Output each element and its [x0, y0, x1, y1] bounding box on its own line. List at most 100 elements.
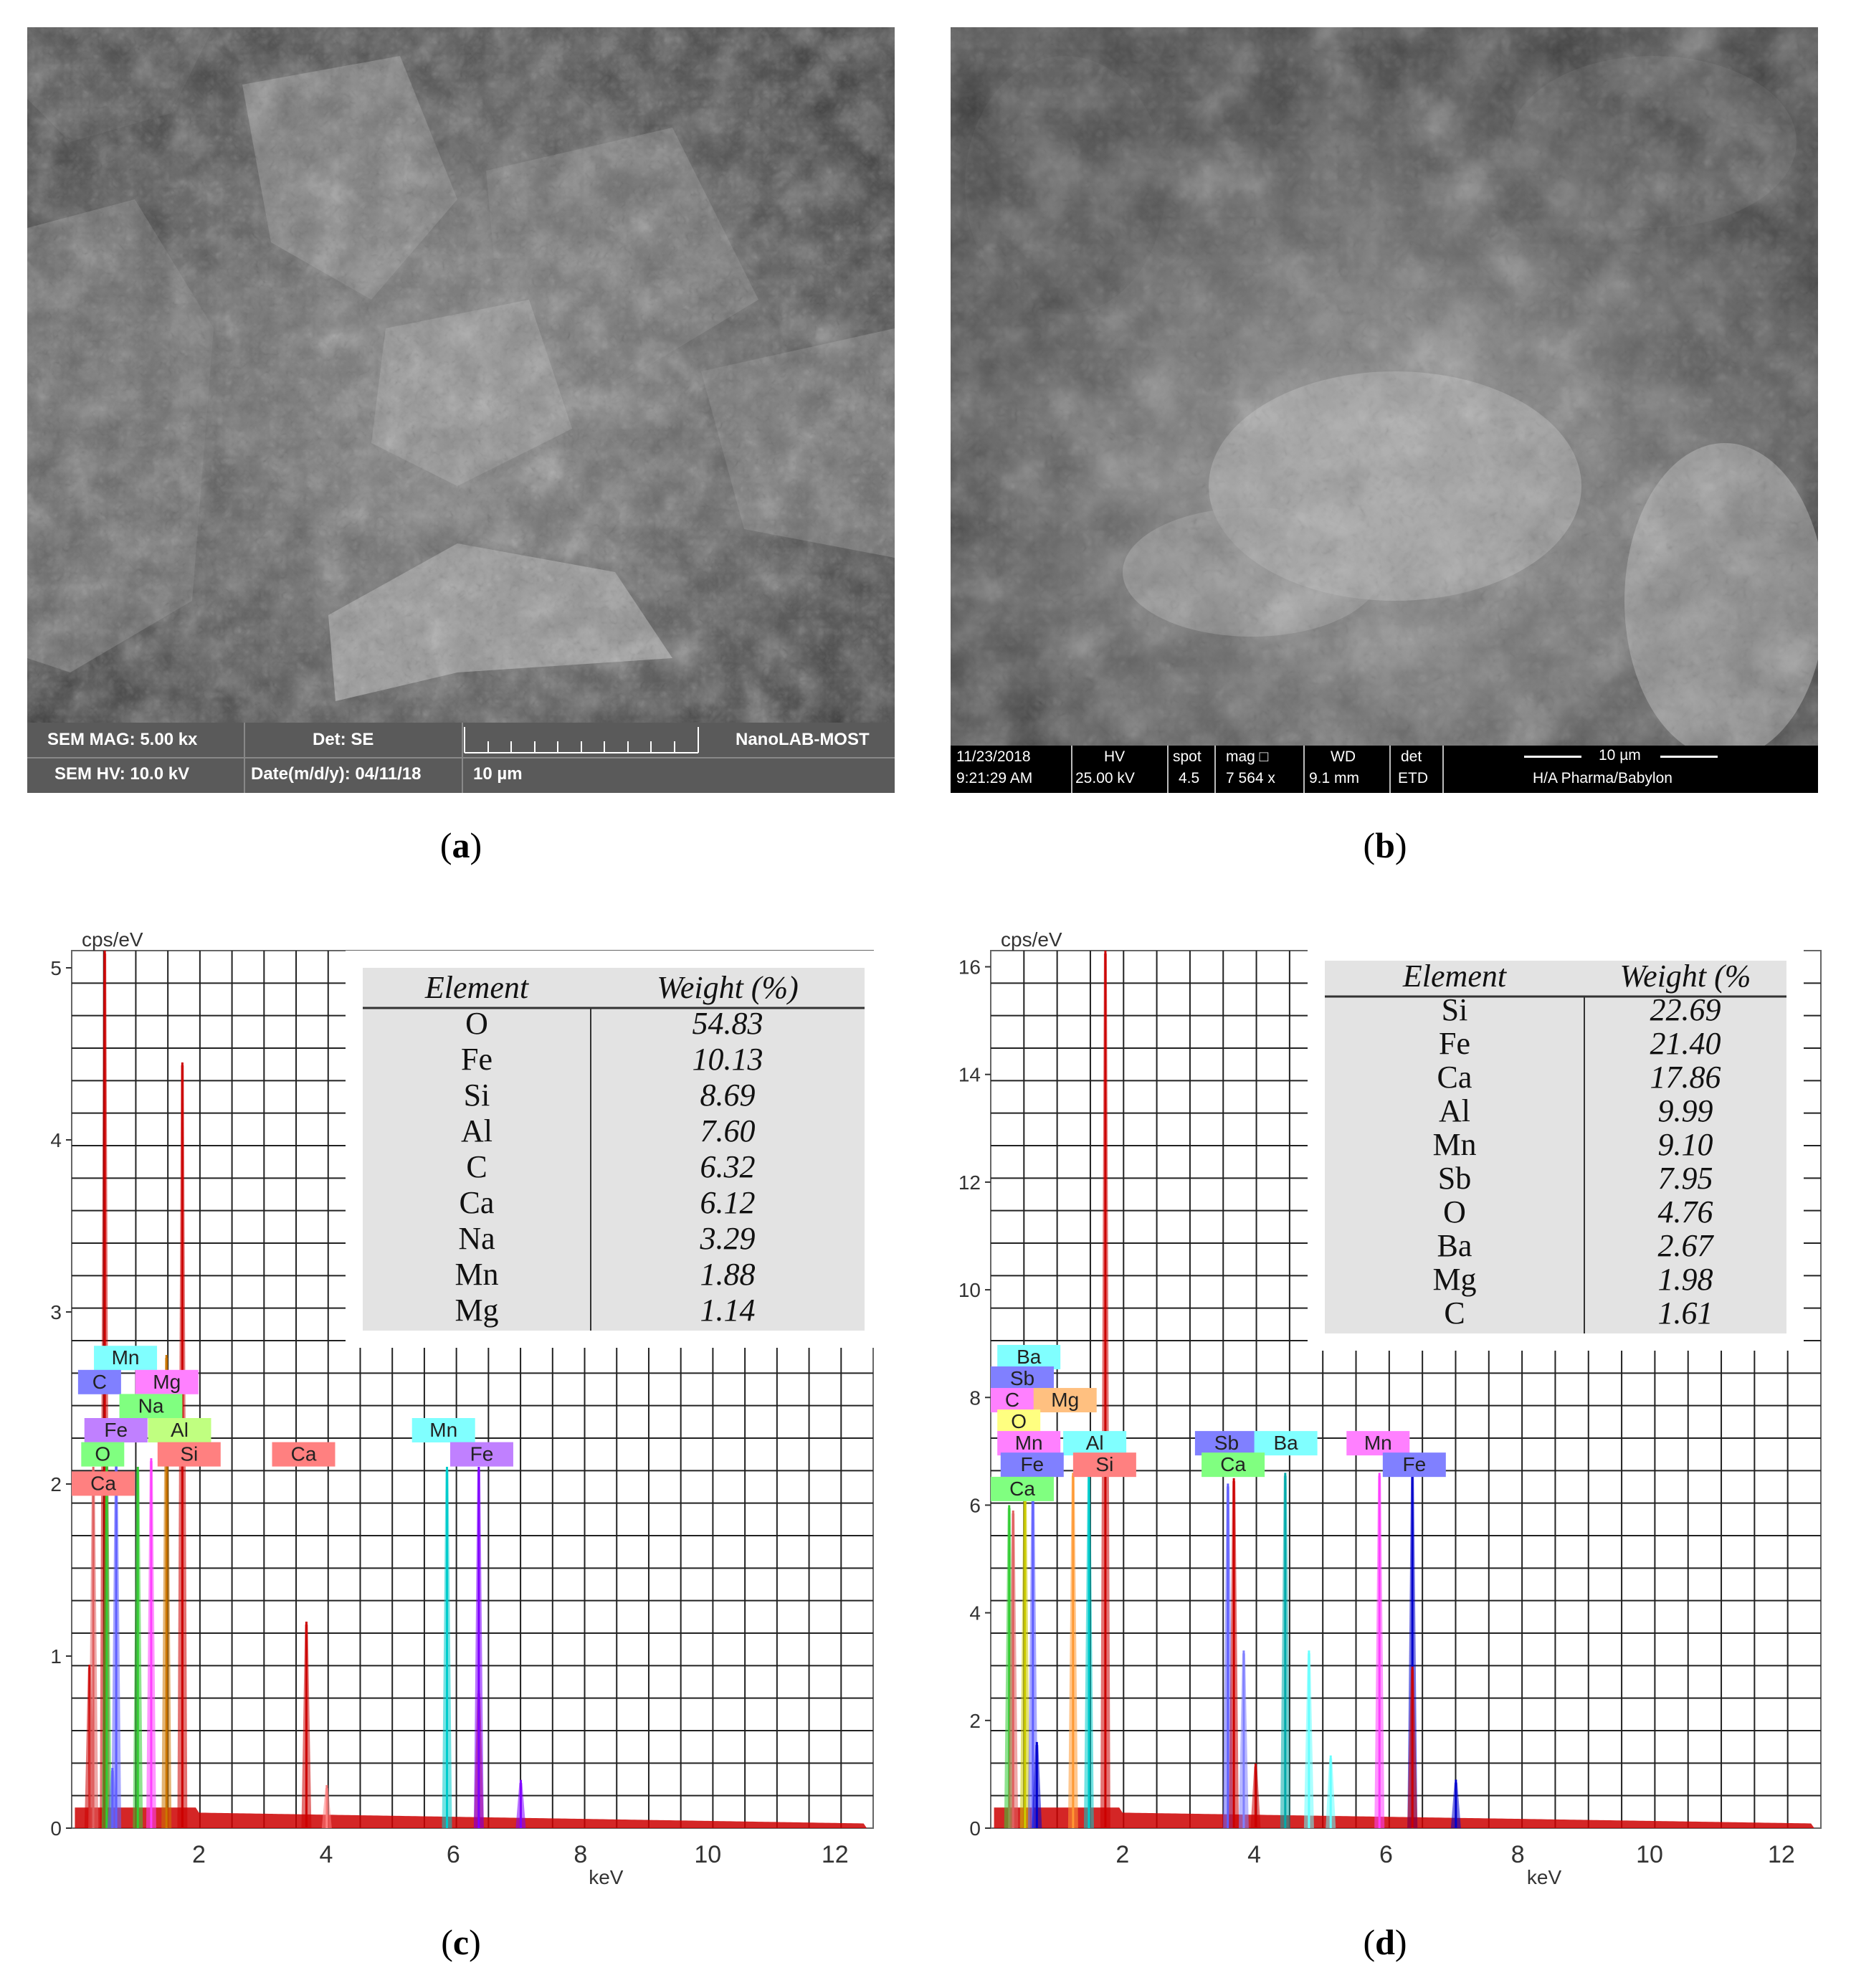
spectrum-continuum	[75, 1807, 867, 1828]
x-tick-label: 4	[1247, 1841, 1261, 1868]
sem-detector-label: Det: SE	[313, 730, 374, 749]
table-cell-weight: 1.88	[700, 1257, 756, 1292]
element-tag-bg	[991, 1388, 1034, 1413]
y-tick-label: 4	[50, 1129, 62, 1151]
sem-image-a: SEM MAG: 5.00 kx Det: SE NanoLAB-MOST SE…	[27, 27, 895, 793]
sem-wd-value: 9.1 mm	[1309, 770, 1360, 786]
element-tag: Mn	[411, 1418, 475, 1442]
table-cell-element: O	[465, 1006, 488, 1041]
element-tag: Ca	[72, 1471, 135, 1496]
sem-mag-label: SEM MAG: 5.00 kx	[47, 730, 198, 749]
table-cell-weight: 4.76	[1658, 1194, 1713, 1230]
element-tag-bg	[94, 1346, 158, 1371]
element-tag-label: Ca	[1220, 1453, 1246, 1475]
y-axis-label: cps/eV	[1001, 928, 1062, 951]
element-tag-label: Fe	[1402, 1453, 1426, 1475]
element-tag-label: Fe	[1020, 1453, 1044, 1475]
table-cell-weight: 1.61	[1658, 1295, 1713, 1331]
element-tag-bg	[135, 1369, 199, 1394]
element-tag-label: Mn	[1015, 1432, 1043, 1454]
sem-date: 11/23/2018	[956, 748, 1031, 765]
spectrum-continuum	[994, 1807, 1814, 1828]
sem-date-label: Date(m/d/y): 04/11/18	[251, 764, 422, 784]
element-tag-label: Ba	[1017, 1346, 1042, 1368]
element-tag-label: Na	[138, 1394, 164, 1417]
x-tick-label: 12	[822, 1841, 849, 1868]
sem-spot-label: spot	[1173, 748, 1202, 765]
element-tag-bg	[77, 1369, 121, 1394]
element-tag: C	[991, 1388, 1034, 1413]
element-tag-bg	[1000, 1452, 1064, 1478]
element-tag-bg	[449, 1442, 513, 1467]
table-cell-weight: 6.12	[700, 1185, 756, 1220]
y-tick-label: 8	[969, 1387, 981, 1409]
scale-bar-b-right	[1660, 756, 1718, 758]
element-tag: Sb	[1194, 1431, 1258, 1456]
element-tag: Al	[148, 1418, 211, 1442]
element-tag: O	[81, 1442, 125, 1467]
element-tag: Ca	[991, 1476, 1054, 1501]
sem-hv-label: SEM HV: 10.0 kV	[54, 764, 190, 784]
element-tag-label: Ca	[90, 1472, 116, 1494]
element-tag: Si	[1072, 1452, 1136, 1478]
element-tag: Na	[119, 1394, 183, 1419]
table-cell-weight: 8.69	[700, 1078, 756, 1113]
element-tag: Si	[157, 1442, 221, 1467]
element-tag: Mn	[997, 1431, 1061, 1456]
element-tag-label: O	[95, 1443, 110, 1465]
table-cell-weight: 22.69	[1650, 992, 1721, 1027]
element-tag-bg	[272, 1442, 336, 1467]
element-tag: Al	[1063, 1431, 1127, 1456]
table-cell-weight: 10.13	[693, 1042, 763, 1077]
sem-lab-label: NanoLAB-MOST	[736, 730, 870, 749]
sem-mag-label-b: mag □	[1226, 748, 1269, 765]
element-tag: Ca	[272, 1442, 336, 1467]
table-cell-element: Mg	[455, 1293, 498, 1328]
element-tag-label: C	[1005, 1389, 1019, 1411]
caption-c: (c)	[441, 1922, 481, 1962]
caption-a: (a)	[439, 825, 482, 865]
table-header-element: Element	[1402, 959, 1508, 994]
caption-b: (b)	[1363, 825, 1407, 865]
table-cell-weight: 7.95	[1658, 1161, 1713, 1196]
element-tag-bg	[411, 1418, 475, 1442]
y-tick-label: 1	[50, 1645, 62, 1668]
table-cell-weight: 21.40	[1650, 1026, 1721, 1061]
sem-texture-a	[27, 27, 895, 793]
element-tag-label: Mn	[429, 1419, 457, 1441]
table-cell-weight: 9.10	[1658, 1127, 1713, 1162]
composition-table	[363, 968, 865, 1331]
y-tick-label: 6	[969, 1494, 981, 1516]
table-cell-element: Si	[464, 1078, 490, 1113]
element-tag-label: Mg	[1051, 1389, 1079, 1411]
table-cell-element: Sb	[1438, 1161, 1471, 1196]
element-tag-label: Sb	[1214, 1432, 1239, 1454]
element-tag-bg	[991, 1366, 1054, 1391]
x-tick-label: 2	[1115, 1841, 1129, 1868]
element-tag-bg	[1033, 1388, 1097, 1413]
sem-scale-label-b: 10 µm	[1599, 747, 1641, 764]
x-tick-label: 10	[1636, 1841, 1663, 1868]
element-tag-label: Ca	[1009, 1478, 1035, 1500]
sem-info-bar-a: SEM MAG: 5.00 kx Det: SE NanoLAB-MOST SE…	[27, 723, 895, 793]
table-cell-weight: 1.14	[700, 1293, 756, 1328]
scale-bar-a	[464, 727, 699, 753]
element-tag-bg	[81, 1442, 125, 1467]
element-tag-bg	[997, 1431, 1061, 1456]
table-cell-element: Ba	[1437, 1228, 1472, 1263]
element-tag-bg	[157, 1442, 221, 1467]
y-tick-label: 14	[958, 1064, 981, 1086]
x-tick-label: 6	[1379, 1841, 1393, 1868]
sem-scale-label: 10 µm	[473, 764, 523, 784]
element-tag: Mn	[1346, 1431, 1410, 1456]
element-tag: Ba	[1254, 1431, 1318, 1456]
scale-bar-b-left	[1524, 756, 1581, 758]
y-tick-label: 3	[50, 1301, 62, 1323]
element-tag-bg	[1382, 1452, 1446, 1478]
y-tick-label: 16	[958, 956, 981, 979]
composition-table	[1325, 961, 1786, 1333]
y-axis-label: cps/eV	[82, 928, 143, 951]
table-header-weight: Weight (%)	[657, 970, 799, 1005]
element-tag-bg	[1072, 1452, 1136, 1478]
table-cell-element: Mg	[1432, 1262, 1476, 1297]
